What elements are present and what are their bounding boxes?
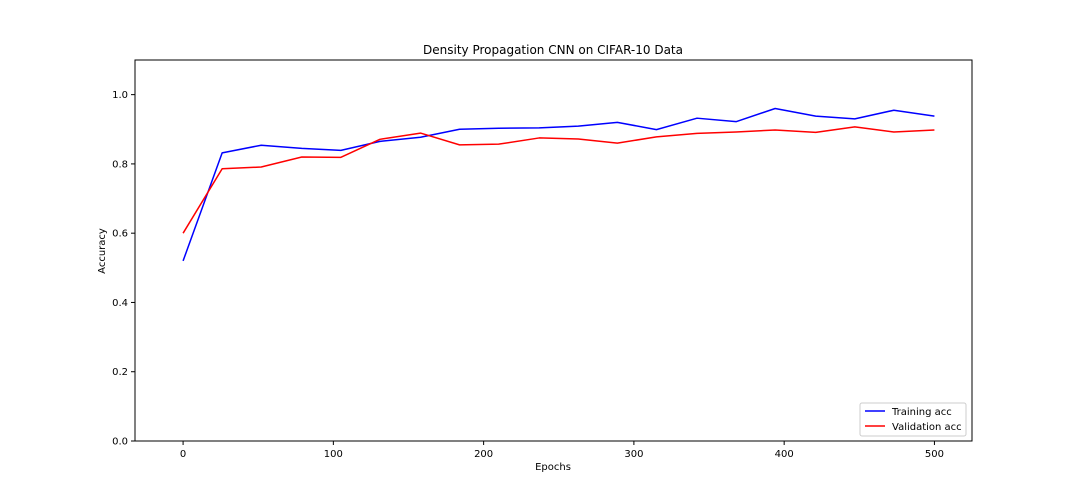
x-axis-label: Epochs: [535, 462, 571, 473]
y-tick-label: 0.6: [112, 229, 128, 240]
plot-frame: [134, 59, 973, 442]
y-tick-label: 0.4: [112, 298, 128, 309]
x-tick-label: 100: [324, 449, 343, 460]
x-tick-label: 300: [624, 449, 643, 460]
series-layer: [182, 107, 935, 262]
legend-label-training: Training acc: [891, 407, 952, 418]
y-axis-label: Accuracy: [97, 228, 108, 274]
legend-label-validation: Validation acc: [892, 422, 962, 433]
x-tick-label: 0: [180, 449, 186, 460]
ticks-layer: 0 100 200 300 400 500 0.0 0.2 0.4 0.6 0.8 1.0: [112, 90, 944, 460]
x-tick-label: 500: [925, 449, 944, 460]
x-tick-label: 400: [775, 449, 794, 460]
chart-title: Density Propagation CNN on CIFAR-10 Data: [423, 43, 683, 57]
y-tick-label: 0.8: [112, 159, 128, 170]
plot-area: [135, 60, 972, 441]
series-line-training-acc: [182, 107, 935, 262]
y-tick-label: 0.2: [112, 367, 128, 378]
legend-box: [859, 402, 967, 437]
series-line-validation-acc: [182, 126, 935, 234]
y-tick-label: 0.0: [112, 437, 128, 448]
x-tick-label: 200: [474, 449, 493, 460]
y-tick-label: 1.0: [112, 90, 128, 101]
legend: Training acc Validation acc: [859, 402, 967, 437]
